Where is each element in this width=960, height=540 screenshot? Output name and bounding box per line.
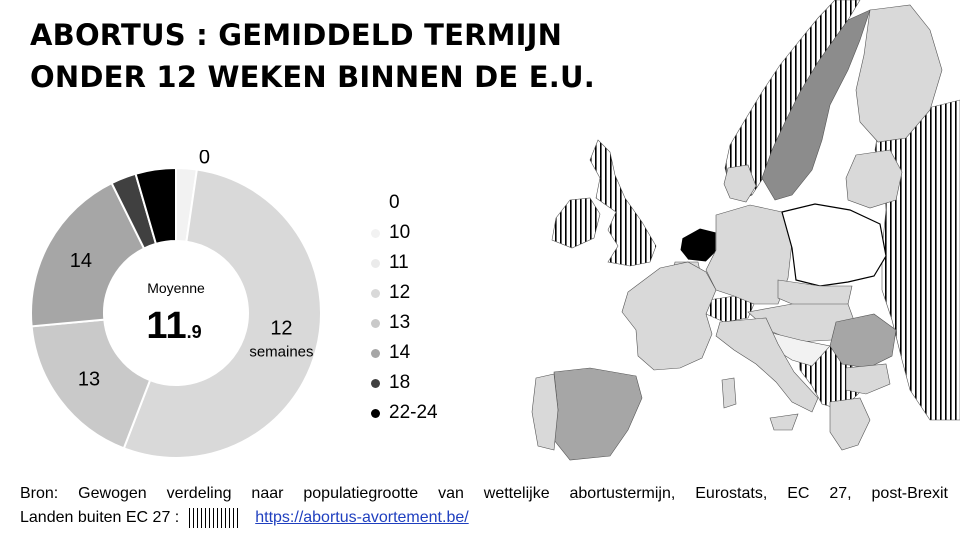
website-link[interactable]: https://abortus-avortement.be/ <box>255 509 469 526</box>
legend-item: 11 <box>366 248 438 278</box>
map-sweden <box>761 9 871 201</box>
chart-legend: 0 10 11 12 13 14 18 22-24 <box>366 188 438 428</box>
legend-label: 12 <box>389 282 411 303</box>
chart-title: ABORTUS : GEMIDDELD TERMIJN ONDER 12 WEK… <box>30 14 595 98</box>
map-romania <box>829 313 897 369</box>
donut-slice <box>30 318 152 450</box>
slice-label: 12 <box>270 318 292 340</box>
map-greece <box>829 397 871 451</box>
legend-label: 10 <box>389 222 411 243</box>
legend-item: 10 <box>366 218 438 248</box>
center-value-decimal: .9 <box>187 322 202 342</box>
map-finland <box>855 4 943 143</box>
legend-item: 13 <box>366 308 438 338</box>
source-note: Bron: Gewogen verdeling naar populatiegr… <box>20 485 948 502</box>
map-baltics <box>845 149 903 209</box>
legend-label: 0 <box>389 192 400 213</box>
donut-slice <box>134 166 177 246</box>
map-ireland <box>551 197 601 249</box>
title-line-1: ABORTUS : GEMIDDELD TERMIJN <box>30 18 563 52</box>
slice-label: 0 <box>199 150 210 169</box>
legend-item: 14 <box>366 338 438 368</box>
legend-swatch <box>371 408 380 418</box>
map-netherlands <box>679 227 717 263</box>
map-portugal <box>531 373 559 451</box>
legend-swatch <box>371 288 380 298</box>
map-uk <box>589 139 657 267</box>
legend-swatch <box>371 378 380 388</box>
footer: Bron: Gewogen verdeling naar populatiegr… <box>20 482 948 530</box>
legend-item: 0 <box>366 188 438 218</box>
map-france <box>621 261 717 371</box>
slice-label: 13 <box>78 369 100 391</box>
legend-item: 22-24 <box>366 398 438 428</box>
map-denmark <box>723 164 757 203</box>
slice-sublabel: semaines <box>249 344 313 361</box>
legend-swatch <box>371 228 380 238</box>
map-poland <box>781 203 887 287</box>
stripe-swatch <box>189 508 240 528</box>
map-spain <box>553 367 643 461</box>
legend-label: 22-24 <box>389 402 438 423</box>
slice-label: 14 <box>70 250 92 272</box>
center-value-main: 11 <box>146 305 186 347</box>
non-ec-legend: Landen buiten EC 27 : https://abortus-av… <box>20 506 948 530</box>
map-italy <box>715 317 819 413</box>
center-label: Moyenne <box>147 280 205 296</box>
non-ec-label: Landen buiten EC 27 : <box>20 509 180 526</box>
donut-chart: 01012semaines1314Moyenne11.9 <box>30 150 322 459</box>
legend-label: 13 <box>389 312 411 333</box>
legend-swatch <box>371 198 380 208</box>
legend-item: 18 <box>366 368 438 398</box>
legend-label: 11 <box>389 252 409 273</box>
legend-swatch <box>371 348 380 358</box>
map-bulgaria <box>845 363 891 395</box>
center-value: 11.9 <box>146 305 201 347</box>
europe-map <box>531 0 960 461</box>
title-line-2: ONDER 12 WEKEN BINNEN DE E.U. <box>30 60 595 94</box>
map-sardinia <box>721 377 737 409</box>
donut-slice <box>30 181 146 328</box>
legend-label: 18 <box>389 372 411 393</box>
donut-slice <box>122 168 322 459</box>
legend-swatch <box>371 318 380 328</box>
legend-item: 12 <box>366 278 438 308</box>
map-germany <box>705 204 793 305</box>
map-sicily <box>769 413 799 431</box>
legend-label: 14 <box>389 342 411 363</box>
legend-swatch <box>371 258 380 268</box>
